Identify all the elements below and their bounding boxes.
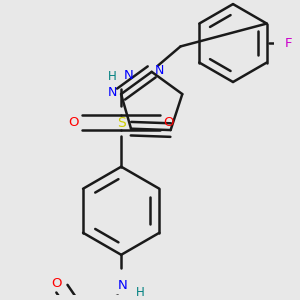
Text: N: N bbox=[154, 64, 164, 77]
Text: H: H bbox=[108, 70, 117, 83]
Text: F: F bbox=[285, 37, 293, 50]
Text: O: O bbox=[164, 116, 174, 129]
Text: O: O bbox=[68, 116, 79, 129]
Text: N: N bbox=[124, 69, 134, 82]
Text: H: H bbox=[136, 286, 144, 298]
Text: N: N bbox=[118, 279, 128, 292]
Text: N: N bbox=[108, 86, 117, 99]
Text: O: O bbox=[52, 277, 62, 290]
Text: S: S bbox=[117, 116, 126, 130]
